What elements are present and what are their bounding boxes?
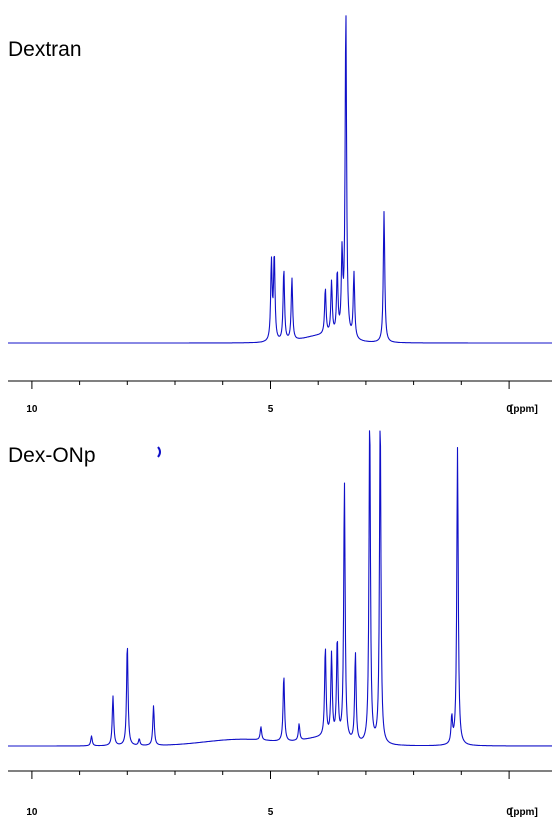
x-tick-label-10: 10 — [26, 404, 38, 415]
spectrum-panel-dextran: Dextran 10 5 0 [ppm] — [7, 15, 553, 415]
x-axis-ticks-dextran — [31, 381, 510, 389]
spectrum-panel-dex-onp: Dex-ONp 10 5 0 [ppm] — [7, 430, 553, 817]
spectrum-trace-dex-onp — [7, 430, 553, 747]
x-tick-label-0: 0 — [506, 404, 512, 415]
x-axis-unit-label-dex-onp: [ppm] — [510, 807, 538, 817]
panel-title-dextran: Dextran — [8, 38, 82, 61]
x-tick-label-5: 5 — [268, 807, 274, 817]
spectrum-trace-dextran — [7, 15, 553, 344]
stray-mark — [157, 446, 161, 458]
x-tick-label-5: 5 — [268, 404, 274, 415]
panel-title-dex-onp: Dex-ONp — [8, 444, 96, 467]
x-tick-label-0: 0 — [506, 807, 512, 817]
x-tick-label-10: 10 — [26, 807, 38, 817]
x-axis-ticks-dex-onp — [31, 771, 510, 779]
x-axis-unit-label-dextran: [ppm] — [510, 404, 538, 415]
